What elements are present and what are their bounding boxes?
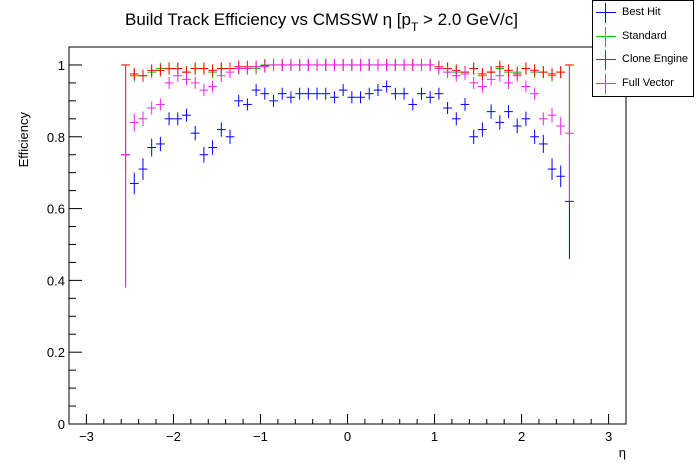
y-tick-label: 0.4: [47, 273, 65, 288]
legend-label: Best Hit: [622, 6, 661, 18]
chart-title: Build Track Efficiency vs CMSSW η [pT > …: [125, 10, 518, 34]
x-tick-label: 1: [431, 429, 438, 444]
y-tick-label: 0.6: [47, 202, 65, 217]
legend: Best Hit Standard Clone Engine Full Vector: [592, 0, 694, 97]
legend-marker: [596, 1, 616, 25]
legend-label: Standard: [622, 29, 667, 42]
legend-label: Full Vector: [622, 76, 674, 89]
y-tick-label: 0.8: [47, 130, 65, 145]
x-tick-label: −1: [253, 429, 268, 444]
x-tick-label: 2: [518, 429, 525, 444]
series-standard: [121, 58, 574, 173]
y-tick-label: 1: [58, 58, 65, 73]
legend-marker: [596, 48, 616, 72]
legend-entry: Best Hit: [593, 1, 693, 25]
legend-entry: Standard: [593, 25, 693, 49]
legend-marker: [596, 72, 616, 96]
x-tick-label: 0: [344, 429, 351, 444]
y-tick-label: 0.2: [47, 345, 65, 360]
y-tick-label: 0: [58, 417, 65, 432]
plot-frame: [68, 46, 627, 425]
x-axis-label: η: [619, 445, 626, 460]
y-axis-label: Efficiency: [16, 112, 31, 168]
legend-entry: Clone Engine: [593, 48, 693, 72]
series-best-hit: [121, 64, 574, 288]
legend-marker: [596, 25, 616, 49]
x-tick-label: 3: [605, 429, 612, 444]
axes: −3 −2 −1 0 1 2 3 0 0.2 0.4 0.6 0.8 1: [47, 58, 627, 444]
legend-entry: Full Vector: [593, 72, 693, 96]
series-layer: [121, 58, 574, 288]
x-tick-label: −2: [166, 429, 181, 444]
series-full-vector: [121, 58, 574, 288]
x-tick-label: −3: [79, 429, 94, 444]
series-clone-engine: [121, 58, 574, 173]
legend-label: Clone Engine: [622, 53, 689, 65]
